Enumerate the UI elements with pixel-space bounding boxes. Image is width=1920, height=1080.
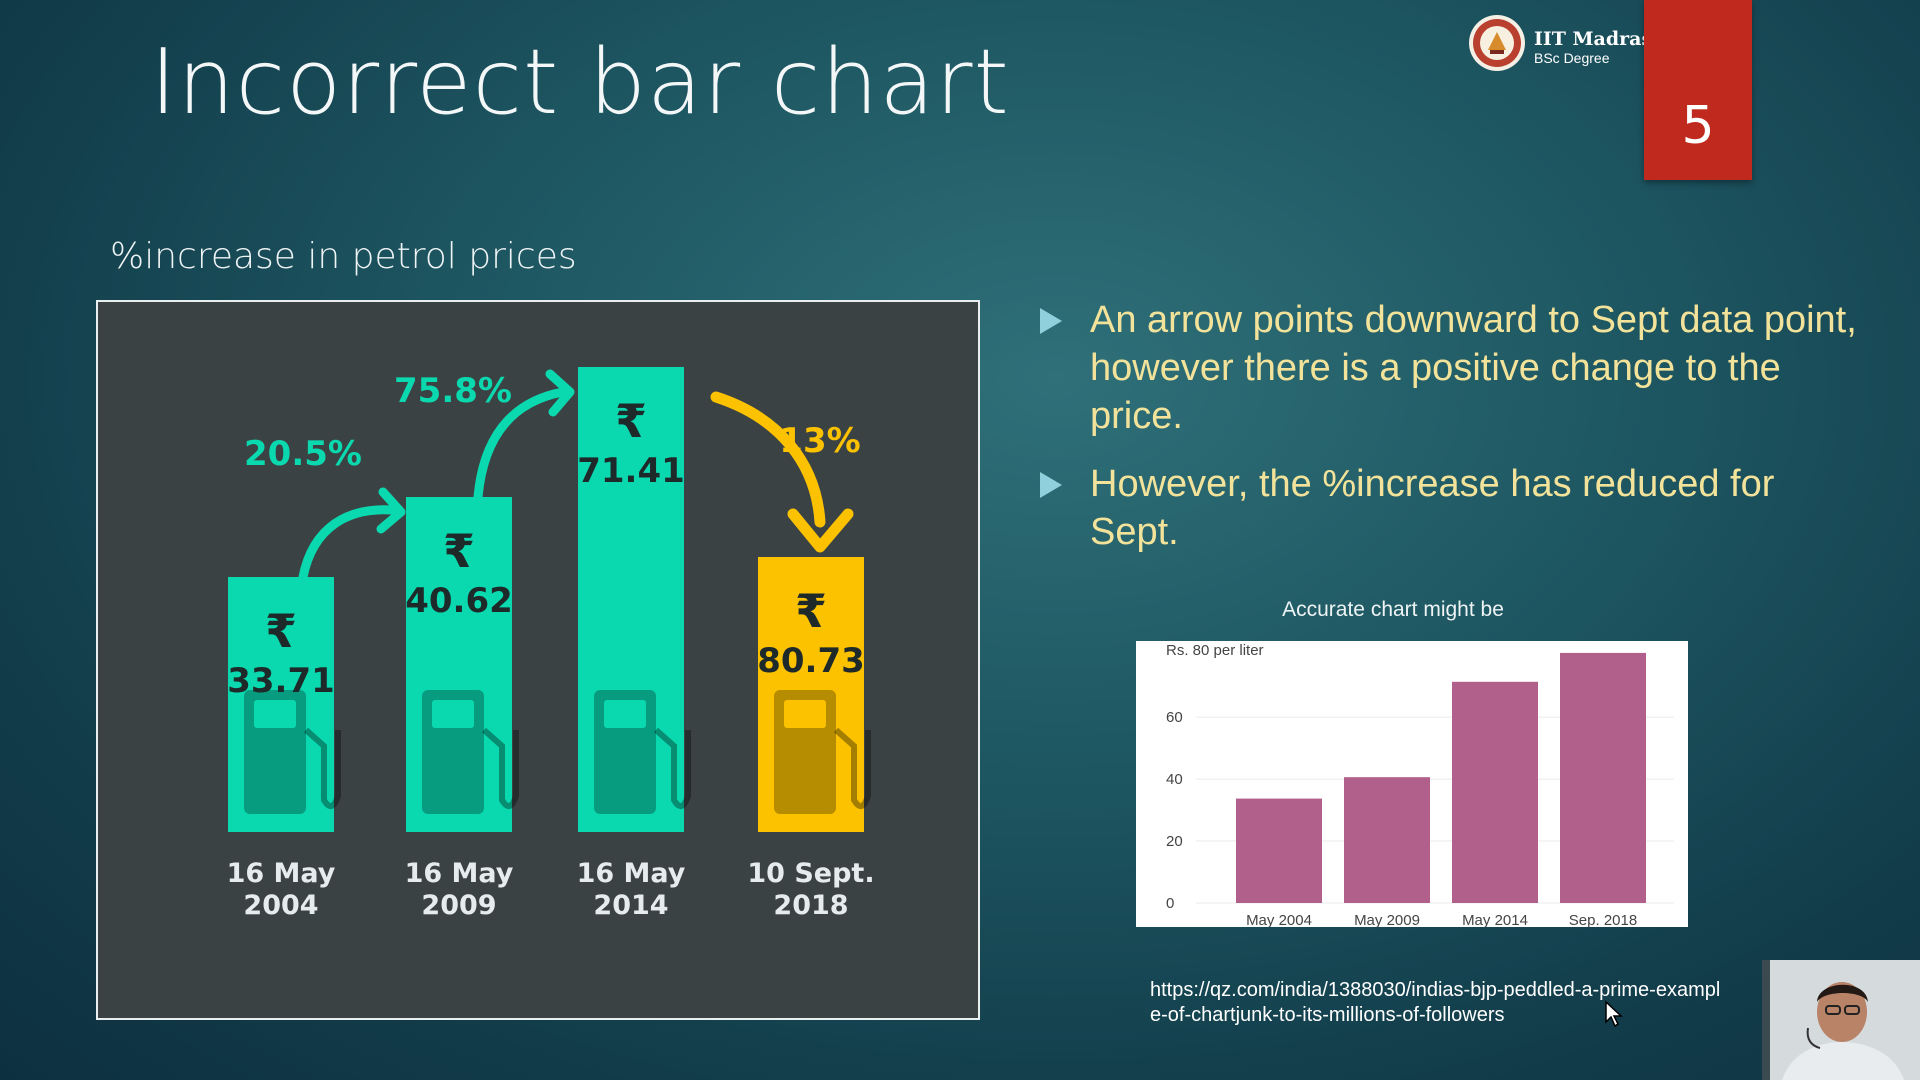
accurate-chart-canvas: 0 20 40 60 Rs. 80 per liter May 2004 May 2009 M… — [1166, 642, 1674, 927]
currency-symbol: ₹ — [443, 524, 475, 578]
bar-date-label: 2014 — [593, 890, 668, 921]
bar-date-label: 2004 — [243, 890, 318, 921]
fuel-pump-icon — [774, 690, 871, 814]
y-tick-label: 0 — [1166, 895, 1174, 912]
source-link[interactable]: https://qz.com/india/1388030/indias-bjp-… — [1150, 979, 1721, 1026]
chart-bar — [1560, 652, 1646, 903]
slide-number: 5 — [1681, 96, 1715, 156]
y-tick-label: 60 — [1166, 709, 1183, 726]
change-arrow-1 — [298, 505, 398, 582]
accurate-chart-caption: Accurate chart might be — [1282, 598, 1504, 621]
y-tick-label: 40 — [1166, 771, 1183, 788]
y-tick-label: 20 — [1166, 833, 1183, 850]
change-arrow-2-head — [545, 369, 575, 417]
bar-date-label: 16 May — [577, 858, 686, 889]
chart-bar — [1344, 777, 1430, 903]
logo-subtitle: BSc Degree — [1534, 50, 1610, 66]
fuel-pump-icon — [244, 690, 341, 814]
slide-title: Incorrect bar chart — [150, 30, 1010, 135]
bullet-text: An arrow points downward to Sept data po… — [1090, 299, 1857, 437]
bullet-item: However, the %increase has reduced for S… — [1036, 460, 1866, 556]
bullet-arrow-icon — [1040, 472, 1062, 498]
currency-symbol: ₹ — [265, 604, 297, 658]
y-axis-label: Rs. 80 per liter — [1166, 642, 1264, 659]
bar-value-label: 33.71 — [227, 661, 335, 701]
bullet-arrow-icon — [1040, 308, 1062, 334]
presenter-webcam — [1762, 960, 1920, 1080]
change-arrow-3 — [710, 391, 826, 528]
bullet-item: An arrow points downward to Sept data po… — [1036, 296, 1866, 440]
x-tick-label: Sep. 2018 — [1569, 912, 1637, 927]
bar-date-label: 2018 — [773, 890, 848, 921]
infographic-subtitle: %increase in petrol prices — [110, 236, 577, 277]
bar-value-label: 71.41 — [577, 451, 685, 491]
bar-rect — [758, 557, 864, 832]
bar-date-label: 16 May — [405, 858, 514, 889]
percent-change-label: 20.5% — [244, 434, 362, 474]
bullet-text: However, the %increase has reduced for S… — [1090, 463, 1775, 553]
x-tick-label: May 2014 — [1462, 912, 1528, 927]
percent-change-label: 75.8% — [394, 371, 512, 411]
x-tick-label: May 2004 — [1246, 912, 1312, 927]
chart-bar — [1236, 798, 1322, 903]
bar-date-label: 2009 — [421, 890, 496, 921]
accurate-bar-chart: 0 20 40 60 Rs. 80 per liter May 2004 May 2009 M… — [1136, 641, 1688, 927]
bullet-list: An arrow points downward to Sept data po… — [1036, 296, 1866, 576]
logo-name: IIT Madras — [1534, 28, 1653, 50]
fuel-pump-icon — [422, 690, 519, 814]
bar-date-label: 16 May — [227, 858, 336, 889]
fuel-pump-icon — [594, 690, 691, 814]
incorrect-infographic: ₹33.71 16 May 2004 ₹40.62 16 May 2009 ₹71.41 16… — [96, 300, 980, 1020]
infographic-bar: ₹80.73 10 Sept.2018 — [747, 557, 875, 921]
bar-rect — [578, 367, 684, 832]
change-arrow-3-head — [787, 508, 854, 553]
percent-change-label: 13% — [779, 421, 860, 461]
change-arrow-2 — [473, 387, 568, 502]
iit-seal-icon — [1469, 15, 1525, 71]
iit-madras-logo: IIT Madras BSc Degree — [1468, 14, 1652, 74]
bar-rect — [406, 497, 512, 832]
bar-value-label: 40.62 — [405, 581, 513, 621]
bar-value-label: 80.73 — [757, 641, 865, 681]
bar-date-label: 10 Sept. — [747, 858, 874, 889]
presenter-avatar-icon — [1762, 960, 1920, 1080]
currency-symbol: ₹ — [615, 394, 647, 448]
mouse-cursor-icon — [1605, 1000, 1623, 1028]
currency-symbol: ₹ — [795, 584, 827, 638]
x-tick-label: May 2009 — [1354, 912, 1420, 927]
change-arrow-1-head — [376, 487, 406, 534]
chart-bar — [1452, 681, 1538, 903]
slide-number-badge: 5 — [1644, 0, 1752, 180]
